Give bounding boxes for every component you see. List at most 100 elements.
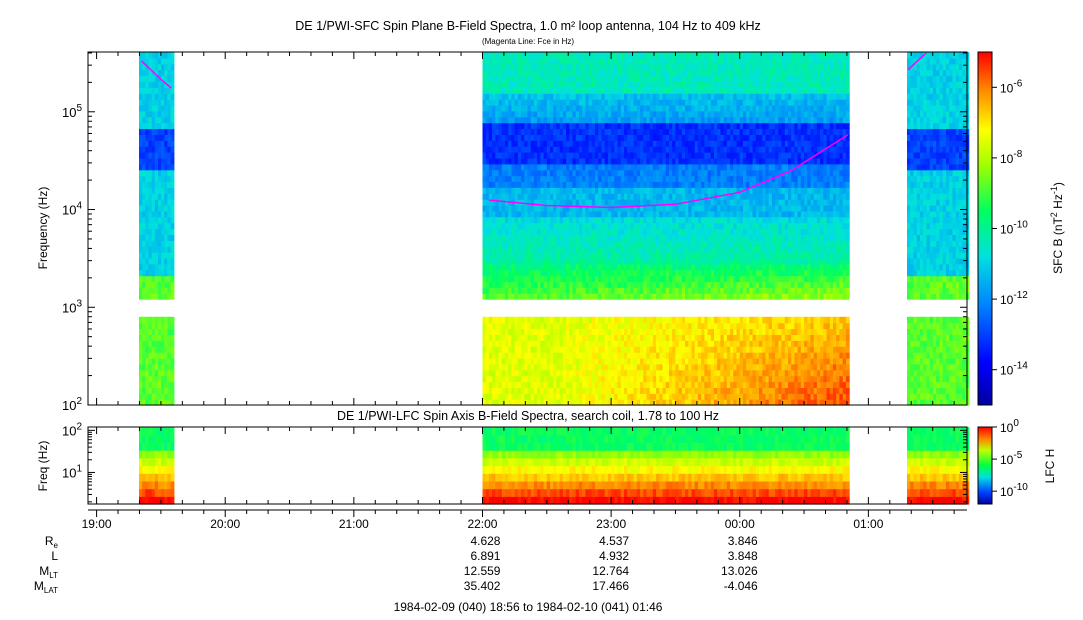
sfc-cell — [704, 210, 709, 218]
sfc-cell — [672, 269, 676, 277]
sfc-cell — [505, 181, 509, 188]
sfc-cell — [656, 357, 660, 365]
sfc-cell — [672, 257, 676, 265]
sfc-cell — [659, 187, 664, 194]
sfc-cell — [688, 269, 693, 277]
sfc-cell — [562, 93, 567, 100]
sfc-cell — [720, 363, 725, 371]
sfc-cell — [640, 134, 644, 141]
sfc-cell — [620, 87, 625, 94]
sfc-cell — [588, 234, 593, 241]
sfc-cell — [714, 399, 718, 406]
sfc-cell — [142, 169, 146, 177]
sfc-cell — [678, 222, 683, 230]
sfc-cell — [720, 152, 725, 159]
sfc-cell — [482, 63, 487, 71]
sfc-cell — [569, 357, 574, 365]
sfc-cell — [614, 257, 619, 265]
sfc-cell — [659, 163, 664, 171]
sfc-cell — [562, 63, 567, 71]
sfc-cell — [517, 187, 522, 194]
sfc-cell — [170, 99, 175, 106]
sfc-cell — [656, 340, 660, 347]
sfc-cell — [524, 63, 529, 71]
sfc-cell — [482, 293, 487, 300]
sfc-cell — [640, 369, 644, 377]
sfc-cell — [714, 357, 718, 365]
sfc-cell — [495, 205, 500, 212]
sfc-cell — [595, 246, 599, 253]
sfc-cell — [170, 69, 175, 77]
sfc-cell — [505, 257, 509, 265]
sfc-cell — [607, 387, 612, 394]
sfc-cell — [524, 169, 529, 177]
sfc-cell — [543, 263, 548, 271]
sfc-cell — [649, 287, 654, 294]
sfc-cell — [530, 146, 535, 153]
sfc-cell — [543, 122, 548, 130]
sfc-cell — [643, 57, 648, 65]
sfc-cell — [607, 287, 612, 294]
sfc-cell — [630, 240, 635, 247]
sfc-cell — [704, 93, 709, 100]
sfc-cell — [164, 210, 169, 218]
sfc-cell — [691, 175, 696, 182]
sfc-cell — [620, 63, 625, 71]
sfc-cell — [517, 81, 522, 88]
sfc-cell — [575, 93, 580, 100]
sfc-cell — [710, 252, 715, 259]
sfc-cell — [145, 287, 150, 294]
sfc-cell — [707, 375, 712, 383]
sfc-cell — [517, 116, 522, 124]
sfc-cell — [572, 152, 577, 159]
sfc-cell — [517, 175, 522, 182]
sfc-cell — [158, 322, 162, 330]
sfc-cell — [604, 275, 609, 283]
sfc-cell — [553, 175, 557, 182]
sfc-cell — [588, 328, 593, 335]
sfc-cell — [572, 93, 577, 100]
sfc-cell — [685, 81, 689, 88]
sfc-cell — [537, 99, 541, 106]
sfc-cell — [714, 146, 718, 153]
sfc-cell — [139, 93, 143, 100]
sfc-cell — [611, 199, 615, 206]
sfc-cell — [627, 257, 631, 265]
sfc-cell — [643, 205, 648, 212]
sfc-cell — [591, 334, 596, 341]
sfc-cell — [685, 169, 689, 177]
sfc-cell — [669, 134, 673, 141]
sfc-cell — [649, 187, 654, 194]
sfc-cell — [643, 99, 648, 106]
sfc-cell — [579, 363, 583, 371]
sfc-cell — [508, 234, 512, 241]
sfc-cell — [540, 181, 545, 188]
sfc-cell — [543, 281, 548, 288]
sfc-cell — [559, 210, 564, 218]
sfc-cell — [495, 287, 500, 294]
sfc-cell — [569, 263, 574, 271]
sfc-cell — [556, 210, 561, 218]
sfc-cell — [482, 287, 487, 294]
sfc-cell — [598, 122, 602, 130]
sfc-cell — [550, 275, 554, 283]
sfc-cell — [533, 234, 538, 241]
sfc-cell — [697, 140, 702, 147]
sfc-cell — [595, 210, 599, 218]
sfc-cell — [556, 175, 561, 182]
sfc-cell — [624, 246, 628, 253]
sfc-cell — [575, 57, 580, 65]
sfc-cell — [620, 52, 625, 59]
sfc-cell — [723, 399, 728, 406]
sfc-cell — [649, 157, 654, 165]
sfc-cell — [546, 328, 551, 335]
sfc-title: DE 1/PWI-SFC Spin Plane B-Field Spectra,… — [295, 19, 761, 33]
sfc-cell — [139, 322, 143, 330]
sfc-cell — [591, 328, 596, 335]
sfc-cell — [717, 69, 721, 77]
sfc-cell — [624, 63, 628, 71]
sfc-cell — [572, 210, 577, 218]
sfc-cell — [148, 357, 153, 365]
sfc-cell — [672, 57, 676, 65]
sfc-cell — [672, 357, 676, 365]
